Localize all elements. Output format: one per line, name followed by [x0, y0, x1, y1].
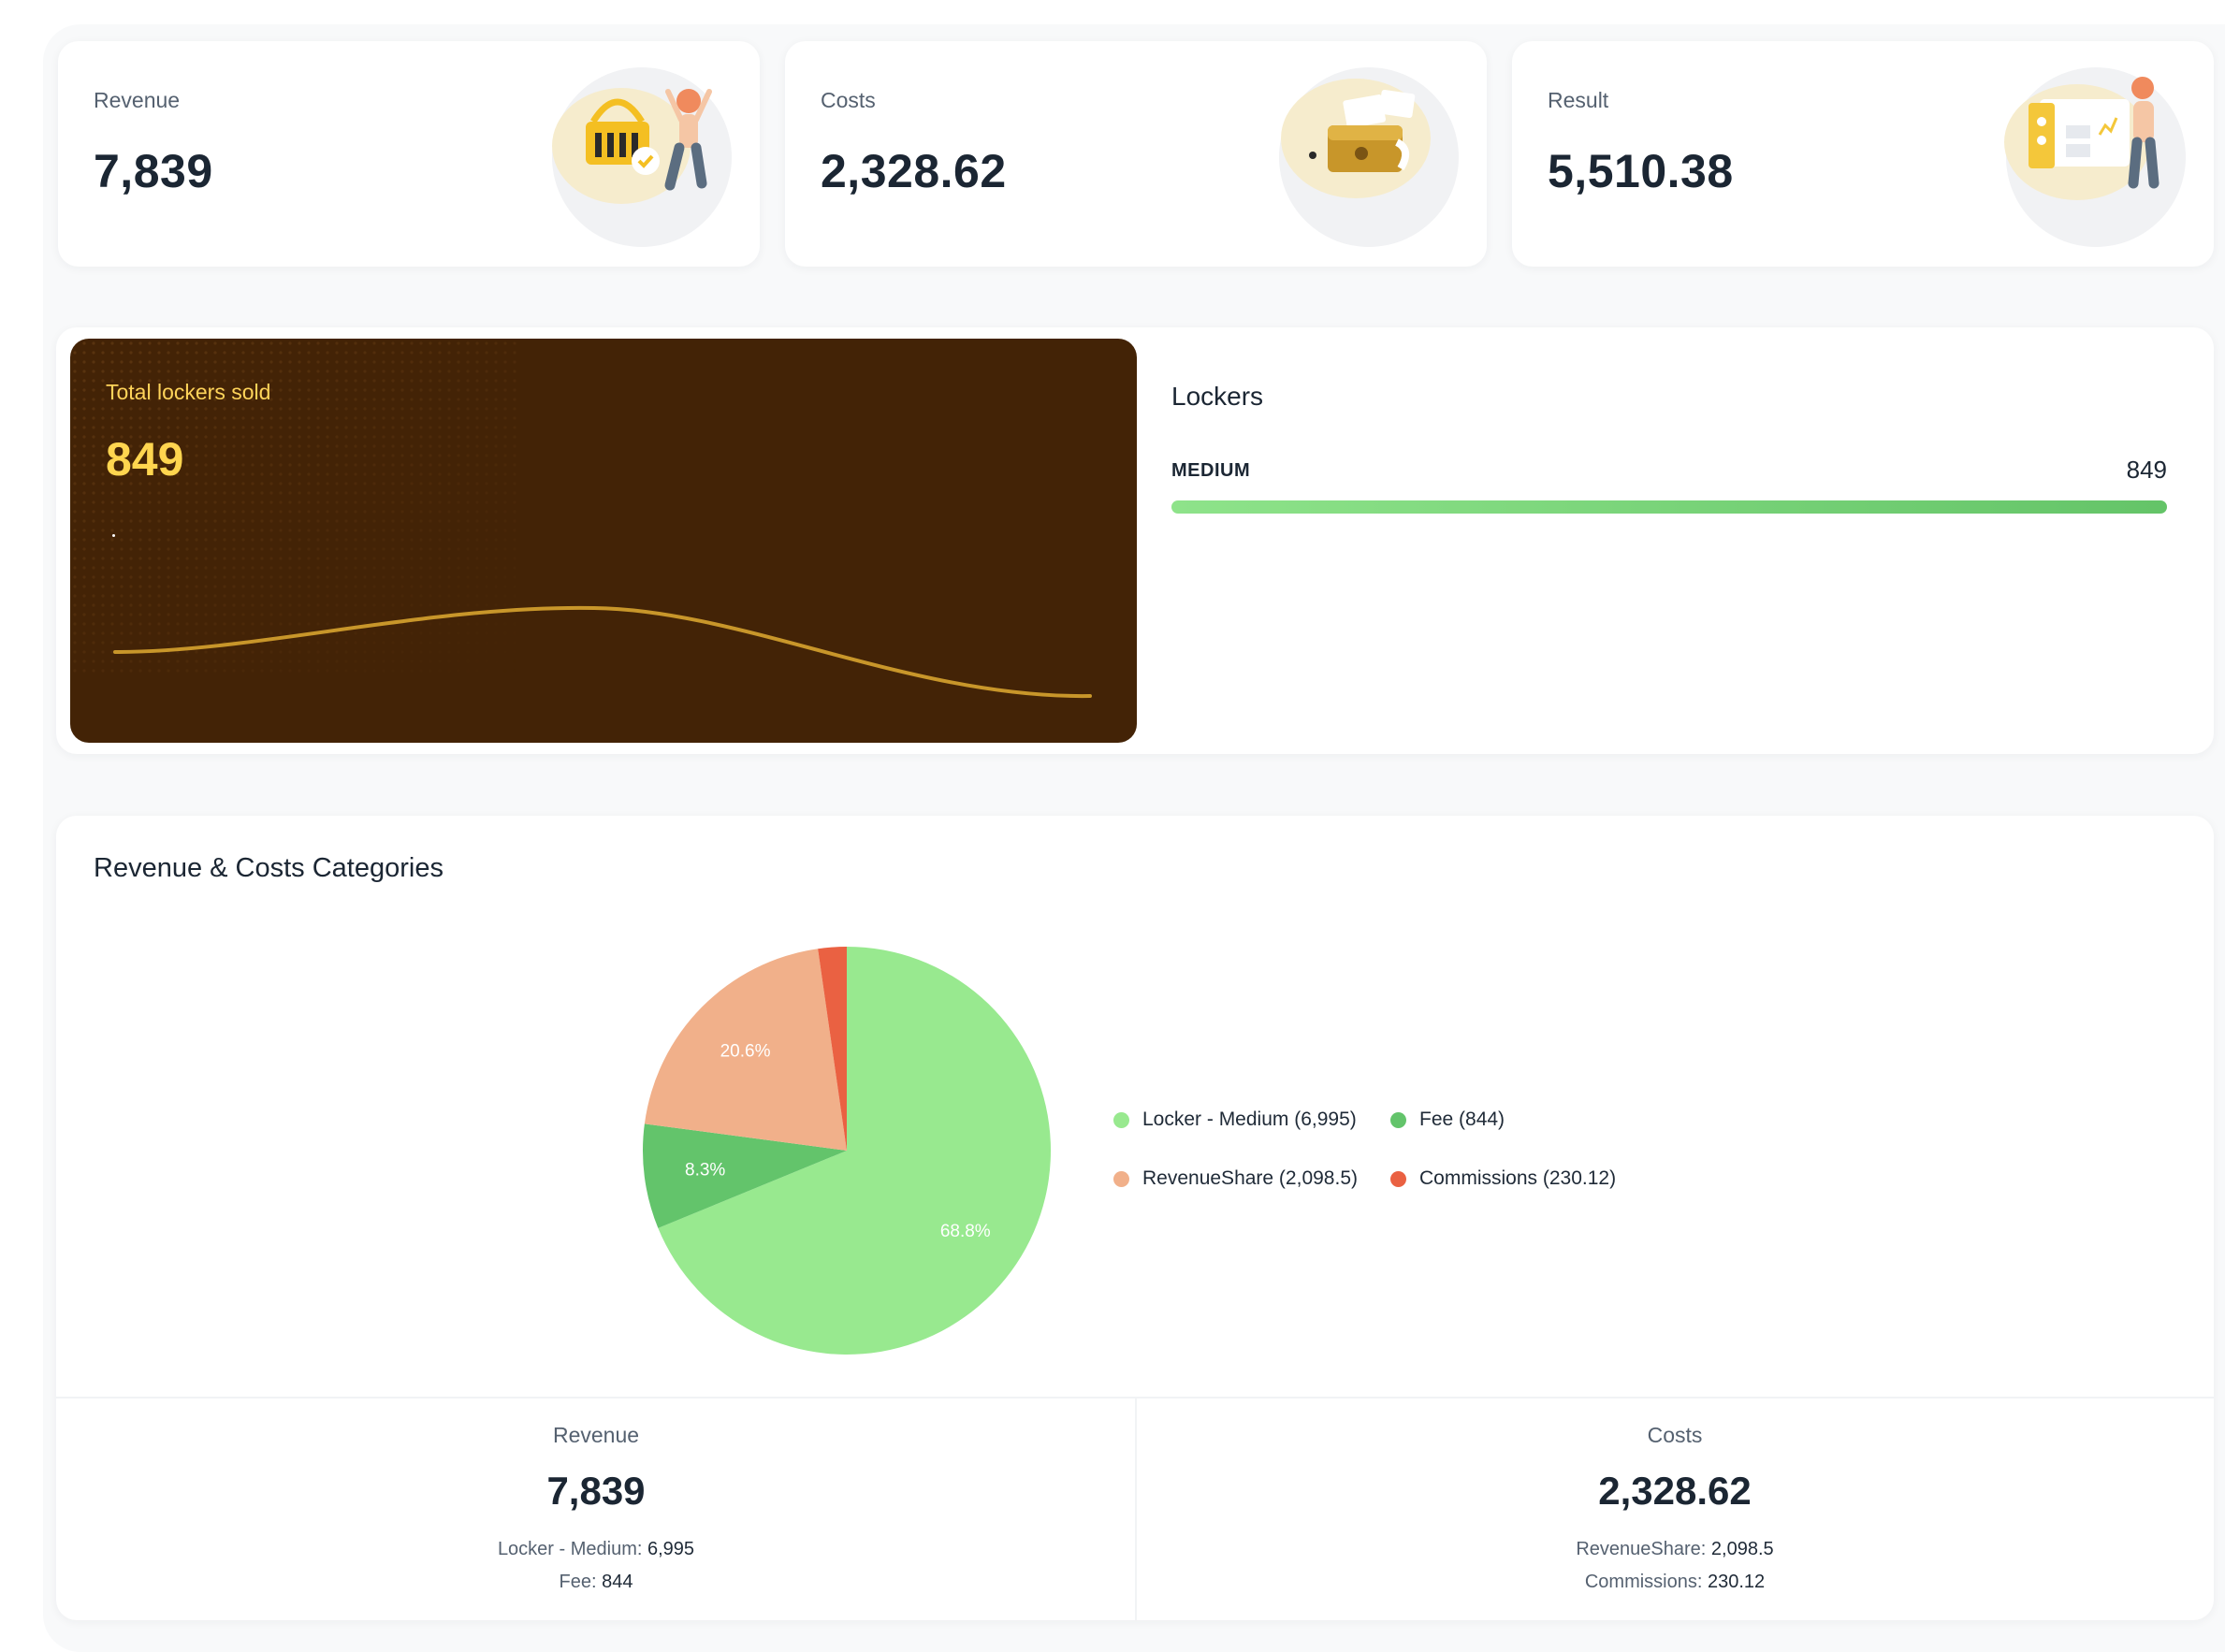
sparkline-marker [112, 534, 115, 537]
pie-slice-fee[interactable] [643, 1123, 847, 1228]
legend-item-fee[interactable]: Fee (844) [1390, 1109, 1505, 1131]
total-lockers-sold-value: 849 [106, 433, 184, 485]
breakdown-name: Fee: [559, 1572, 597, 1592]
legend-label: Locker - Medium (6,995) [1142, 1109, 1357, 1130]
categories-pie-chart: 68.8% 8.3% 20.6% [643, 947, 1051, 1355]
costs-kpi-card: Costs 2,328.62 [785, 41, 1487, 267]
legend-item-locker-medium[interactable]: Locker - Medium (6,995) [1113, 1109, 1357, 1131]
breakdown-amount: 844 [602, 1572, 633, 1592]
costs-summary-value: 2,328.62 [1598, 1469, 1752, 1513]
summary-divider [56, 1397, 2214, 1398]
revenue-breakdown-fee: Fee: 844 [58, 1572, 1134, 1593]
costs-kpi-label: Costs [821, 88, 876, 112]
result-kpi-label: Result [1548, 88, 1609, 112]
breakdown-name: Commissions: [1584, 1572, 1703, 1592]
lockers-medium-count: 849 [2126, 456, 2167, 484]
result-kpi-value: 5,510.38 [1548, 145, 1734, 197]
pie-data-label: 68.8% [940, 1222, 991, 1241]
pie-slice-revenueshare[interactable] [644, 949, 847, 1151]
legend-dot [1113, 1111, 1129, 1128]
costs-kpi-value: 2,328.62 [821, 145, 1007, 197]
pie-data-label: 8.3% [685, 1161, 725, 1181]
legend-item-revenueshare[interactable]: RevenueShare (2,098.5) [1113, 1167, 1358, 1190]
legend-dot [1113, 1170, 1129, 1187]
total-lockers-sold-label: Total lockers sold [106, 380, 271, 404]
lockers-sparkline [113, 605, 1092, 699]
pie-slice-commissions[interactable] [818, 947, 847, 1151]
summary-column-divider [1135, 1398, 1137, 1620]
lockers-title: Lockers [1171, 382, 1264, 411]
breakdown-name: Locker - Medium: [497, 1539, 643, 1559]
revenue-kpi-value: 7,839 [94, 145, 213, 197]
legend-dot [1390, 1170, 1406, 1187]
breakdown-name: RevenueShare: [1576, 1539, 1707, 1559]
revenue-breakdown-locker-medium: Locker - Medium: 6,995 [58, 1539, 1134, 1560]
revenue-summary-value: 7,839 [546, 1469, 646, 1513]
legend-label: Commissions (230.12) [1419, 1167, 1617, 1189]
categories-title: Revenue & Costs Categories [94, 853, 444, 883]
legend-label: RevenueShare (2,098.5) [1142, 1167, 1358, 1189]
revenue-kpi-label: Revenue [94, 88, 181, 112]
revenue-summary-label: Revenue [552, 1423, 640, 1447]
legend-label: Fee (844) [1419, 1109, 1505, 1130]
dot-pattern-decoration [70, 339, 519, 675]
breakdown-amount: 230.12 [1707, 1572, 1766, 1592]
lockers-medium-label: MEDIUM [1171, 460, 1251, 481]
costs-summary-label: Costs [1647, 1423, 1703, 1447]
breakdown-amount: 2,098.5 [1710, 1539, 1774, 1559]
breakdown-amount: 6,995 [647, 1539, 695, 1559]
costs-breakdown-revenueshare: RevenueShare: 2,098.5 [1137, 1539, 2213, 1560]
legend-item-commissions[interactable]: Commissions (230.12) [1390, 1167, 1616, 1190]
result-kpi-card: Result 5,510.38 [1512, 41, 2214, 267]
lockers-medium-progress-bar [1171, 500, 2167, 514]
presentation-illustration-icon [2004, 67, 2186, 247]
pie-slice-locker-medium[interactable] [658, 947, 1051, 1355]
total-lockers-sold-card: Total lockers sold 849 [70, 339, 1137, 743]
sparkline-path [113, 605, 1092, 699]
pie-data-label: 20.6% [720, 1042, 771, 1062]
legend-dot [1390, 1111, 1406, 1128]
shopping-basket-illustration-icon [552, 67, 732, 247]
costs-breakdown-commissions: Commissions: 230.12 [1137, 1572, 2213, 1593]
wallet-illustration-icon [1279, 67, 1459, 247]
revenue-kpi-card: Revenue 7,839 [58, 41, 760, 267]
